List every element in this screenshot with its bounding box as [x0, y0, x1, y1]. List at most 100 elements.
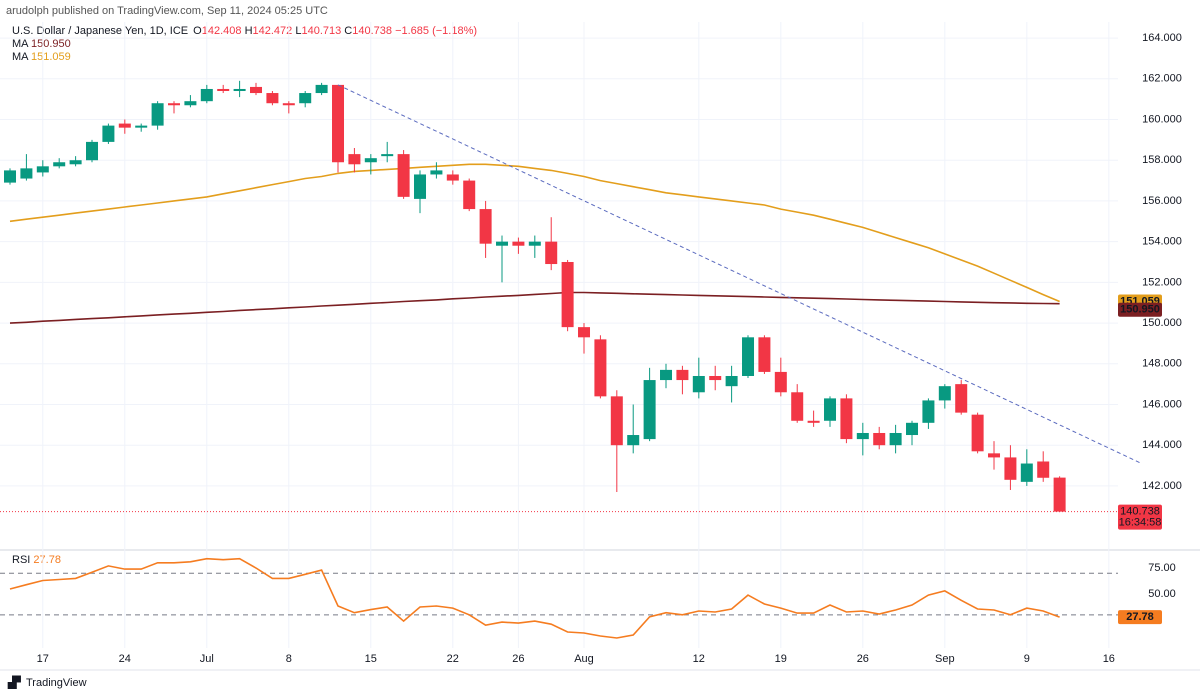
candle-body [381, 154, 394, 157]
candle-body [250, 86, 263, 94]
ma-value: 150.950 [31, 38, 71, 50]
rsi-line [9, 557, 1060, 639]
rsi-legend: RSI 27.78 [12, 554, 61, 566]
candle-body [791, 392, 804, 421]
ma-value: 151.059 [31, 51, 71, 63]
candle-body [332, 84, 345, 163]
candle-body [512, 241, 525, 246]
candle-body [397, 154, 410, 197]
candle-body [1020, 463, 1033, 482]
candle-body [856, 432, 869, 440]
candle-body [135, 125, 148, 128]
ohlc-value: 140.738 [352, 25, 392, 37]
candle-body [971, 414, 984, 452]
ohlc-value: 140.713 [301, 25, 341, 37]
candle-body [299, 93, 312, 104]
candle-body [53, 162, 66, 167]
candle-body [430, 170, 443, 175]
x-tick-label: 16 [1103, 653, 1115, 665]
candle-body [282, 103, 295, 106]
candle-body [496, 241, 509, 246]
candle-body [1037, 461, 1050, 478]
candle-body [955, 384, 968, 413]
y-tick-label: 162.000 [1142, 73, 1182, 85]
x-tick-label: Jul [200, 653, 214, 665]
candle-body [528, 241, 541, 246]
y-tick-label: 158.000 [1142, 154, 1182, 166]
price-badge [1118, 504, 1162, 530]
brand: TradingView [26, 677, 87, 689]
candle-body [824, 398, 837, 421]
y-tick-label: 75.00 [1148, 562, 1176, 574]
x-tick-label: 12 [693, 653, 705, 665]
x-tick-label: 19 [775, 653, 787, 665]
candle-body [676, 369, 689, 381]
rsi-badge-label: 27.78 [1126, 611, 1154, 623]
candle-body [266, 93, 279, 104]
x-tick-label: 8 [286, 653, 292, 665]
brand-logo: ▟▘ [7, 674, 25, 689]
y-tick-label: 144.000 [1142, 439, 1182, 451]
y-tick-label: 50.00 [1148, 588, 1176, 600]
candle-body [217, 88, 230, 92]
candle-body [922, 400, 935, 423]
candle-body [873, 432, 886, 446]
candle-body [725, 375, 738, 387]
x-tick-label: 22 [447, 653, 459, 665]
x-tick-label: Aug [574, 653, 594, 665]
candle-body [709, 375, 722, 381]
ohlc-label: C [344, 25, 352, 37]
candle-body [69, 160, 82, 165]
candle-body [627, 435, 640, 446]
y-tick-label: 142.000 [1142, 480, 1182, 492]
y-tick-label: 164.000 [1142, 32, 1182, 44]
x-tick-label: 17 [37, 653, 49, 665]
candle-body [102, 125, 115, 142]
ohlc-label: L [295, 25, 301, 37]
candle-body [414, 174, 427, 199]
trendline [337, 84, 1142, 464]
candle-body [446, 174, 459, 181]
candle-body [20, 168, 33, 179]
candle-body [315, 84, 328, 94]
candle-body [807, 420, 820, 423]
candle-body [233, 88, 246, 92]
candle-body [545, 241, 558, 265]
x-tick-label: 26 [512, 653, 524, 665]
candle-body [692, 375, 705, 393]
candle-body [758, 337, 771, 372]
y-tick-label: 150.000 [1142, 317, 1182, 329]
candle-body [364, 158, 377, 163]
candle-body [184, 101, 197, 106]
price-badge-label: 140.738 [1120, 506, 1160, 518]
ohlc-value: 142.408 [202, 25, 242, 37]
x-tick-label: 24 [119, 653, 131, 665]
y-tick-label: 154.000 [1142, 236, 1182, 248]
candle-body [610, 396, 623, 446]
candle-body [4, 170, 17, 183]
candle-body [561, 261, 574, 328]
symbol-legend: U.S. Dollar / Japanese Yen, 1D, ICE O142… [12, 25, 477, 37]
candle-body [988, 453, 1001, 458]
rsi-value: 27.78 [33, 554, 61, 566]
y-tick-label: 152.000 [1142, 276, 1182, 288]
moving-average [9, 291, 1060, 324]
candle-body [742, 337, 755, 376]
ohlc-value: 142.472 [253, 25, 293, 37]
moving-average [9, 163, 1060, 303]
x-tick-label: 26 [857, 653, 869, 665]
candle-body [479, 209, 492, 244]
rsi-badge [1118, 610, 1162, 625]
ma-badge [1118, 302, 1162, 317]
candle-body [889, 432, 902, 446]
candle-body [118, 123, 131, 128]
candle-body [660, 369, 673, 381]
ohlc-label: O [193, 25, 202, 37]
candle-body [348, 154, 361, 165]
candle-body [643, 380, 656, 440]
candle-body [36, 166, 49, 173]
candle-body [463, 180, 476, 210]
candle-body [151, 103, 164, 126]
ma-legend: MA 151.059 [12, 51, 71, 63]
